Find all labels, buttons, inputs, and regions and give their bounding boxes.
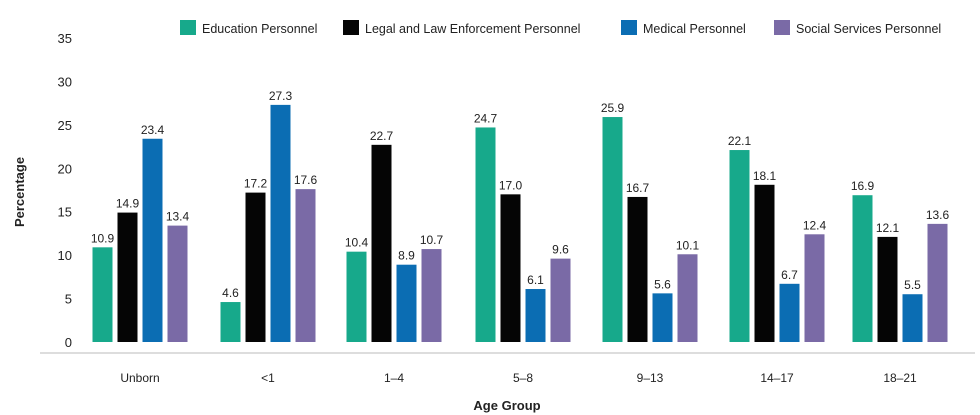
data-label: 8.9 [398, 249, 415, 263]
bar [602, 117, 623, 342]
bar [902, 294, 923, 342]
legend-swatch [180, 20, 196, 35]
data-label: 18.1 [753, 169, 777, 183]
data-label: 10.4 [345, 236, 369, 250]
data-label: 9.6 [552, 243, 569, 257]
bar [270, 104, 291, 342]
data-label: 25.9 [601, 101, 625, 115]
x-tick-label: 14–17 [760, 371, 794, 385]
bar [142, 138, 163, 342]
bar [475, 127, 496, 342]
bar-group: 4.6 17.2 27.3 17.6 [220, 89, 318, 342]
data-label: 5.5 [904, 278, 921, 292]
data-label: 10.9 [91, 231, 115, 245]
bar [371, 144, 392, 342]
y-axis: 0 5 10 15 20 25 30 35 [58, 31, 72, 350]
bar-group: 10.4 22.7 8.9 10.7 [345, 129, 444, 342]
bar [117, 212, 138, 342]
y-tick-label: 15 [58, 205, 72, 220]
bar-group: 16.9 12.1 5.5 13.6 [851, 179, 950, 342]
data-label: 4.6 [222, 286, 239, 300]
y-tick-label: 0 [65, 335, 72, 350]
data-label: 10.1 [676, 238, 700, 252]
bar [729, 150, 750, 342]
bar [167, 225, 188, 342]
bar [927, 223, 948, 342]
data-label: 24.7 [474, 111, 498, 125]
x-axis: Unborn <1 1–4 5–8 9–13 14–17 18–21 [120, 371, 917, 385]
data-label: 17.6 [294, 173, 318, 187]
x-axis-label: Age Group [473, 398, 540, 413]
data-label: 12.1 [876, 221, 900, 235]
x-tick-label: <1 [261, 371, 275, 385]
bar [754, 184, 775, 342]
data-label: 10.7 [420, 233, 444, 247]
data-label: 16.9 [851, 179, 875, 193]
bar [652, 293, 673, 342]
legend-item: Medical Personnel [621, 20, 746, 36]
data-label: 6.7 [781, 268, 798, 282]
data-label: 22.7 [370, 129, 394, 143]
data-label: 13.4 [166, 210, 190, 224]
data-label: 22.1 [728, 134, 752, 148]
bar [779, 283, 800, 342]
x-tick-label: 18–21 [883, 371, 917, 385]
legend-label: Legal and Law Enforcement Personnel [365, 22, 580, 36]
legend-item: Legal and Law Enforcement Personnel [343, 20, 580, 36]
legend-swatch [621, 20, 637, 35]
data-label: 17.0 [499, 178, 523, 192]
data-label: 12.4 [803, 218, 827, 232]
legend: Education Personnel Legal and Law Enforce… [180, 20, 941, 36]
data-label: 6.1 [527, 273, 544, 287]
data-label: 14.9 [116, 197, 140, 211]
legend-label: Medical Personnel [643, 22, 746, 36]
bar [852, 195, 873, 342]
bar [220, 302, 241, 342]
y-tick-label: 10 [58, 248, 72, 263]
bar [245, 192, 266, 342]
legend-swatch [774, 20, 790, 35]
bar-group: 10.9 14.9 23.4 13.4 [91, 123, 190, 342]
legend-label: Social Services Personnel [796, 22, 941, 36]
y-tick-label: 25 [58, 118, 72, 133]
bar [346, 251, 367, 342]
data-label: 17.2 [244, 177, 268, 191]
bar-group: 24.7 17.0 6.1 9.6 [474, 111, 571, 342]
bars: 10.9 14.9 23.4 13.4 4.6 17.2 27.3 17.6 10.4 22.7 8… [91, 89, 950, 342]
y-tick-label: 20 [58, 161, 72, 176]
y-tick-label: 30 [58, 74, 72, 89]
bar [550, 258, 571, 342]
data-label: 27.3 [269, 89, 293, 103]
x-tick-label: 9–13 [637, 371, 664, 385]
y-tick-label: 5 [65, 292, 72, 307]
data-label: 16.7 [626, 181, 650, 195]
bar-group: 25.9 16.7 5.6 10.1 [601, 101, 700, 342]
bar [627, 196, 648, 342]
bar [804, 234, 825, 342]
bar [525, 289, 546, 342]
bar [421, 249, 442, 342]
data-label: 23.4 [141, 123, 165, 137]
legend-item: Education Personnel [180, 20, 317, 36]
x-tick-label: 5–8 [513, 371, 533, 385]
legend-item: Social Services Personnel [774, 20, 941, 36]
bar [677, 254, 698, 342]
bar [295, 189, 316, 342]
y-axis-label: Percentage [12, 157, 27, 227]
bar [92, 247, 113, 342]
x-tick-label: 1–4 [384, 371, 404, 385]
bar [396, 264, 417, 342]
x-tick-label: Unborn [120, 371, 159, 385]
data-label: 13.6 [926, 208, 950, 222]
y-tick-label: 35 [58, 31, 72, 46]
bar-group: 22.1 18.1 6.7 12.4 [728, 134, 827, 342]
bar [500, 194, 521, 342]
bar [877, 236, 898, 342]
legend-label: Education Personnel [202, 22, 317, 36]
legend-swatch [343, 20, 359, 35]
data-label: 5.6 [654, 277, 671, 291]
